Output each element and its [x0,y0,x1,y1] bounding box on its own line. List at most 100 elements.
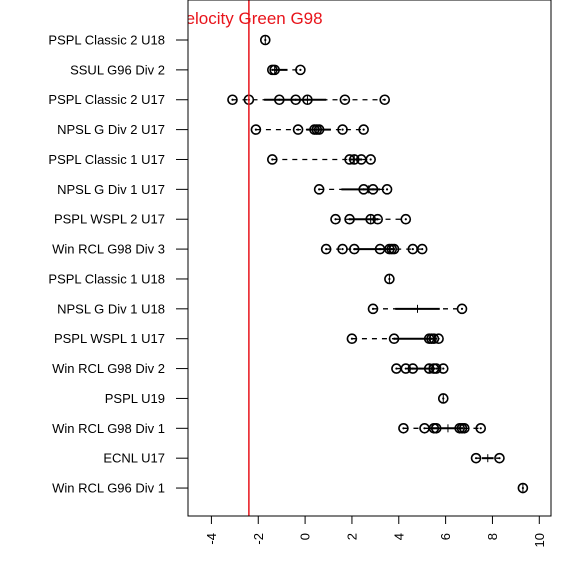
data-point-circle [320,243,332,255]
data-point-center [378,247,382,251]
category-label: NPSL G Div 2 U17 [57,122,165,137]
data-point-circle [259,34,271,46]
data-point-circle [400,363,412,374]
data-point-circle [407,363,419,374]
data-point-circle [365,154,376,165]
data-point-center [318,128,321,131]
data-point-center [350,337,354,340]
data-point-center [299,68,302,71]
data-point-center [432,427,436,430]
data-point-center [432,367,436,370]
data-point [365,154,376,165]
data-point-center [318,188,321,191]
data-point [337,243,348,255]
data-point [344,213,355,225]
data-point-circle [330,213,341,225]
data-point-center [411,367,414,370]
category-label: NPSL G Div 1 U18 [57,301,165,316]
data-point-circle [400,213,412,225]
data-point [372,213,383,225]
data-point-center [353,247,356,251]
data-point-center [306,98,309,101]
data-point-center [353,158,356,161]
data-point-circle [365,213,376,225]
data-point-center [423,427,426,430]
data-point-center [360,158,363,161]
data-point-center [479,427,482,430]
data-point-center [271,68,274,71]
data-point [437,393,449,404]
data-point [274,94,285,106]
category-label: PSPL U19 [105,391,165,406]
data-point [398,423,409,434]
category-label: PSPL WSPL 1 U17 [54,331,165,346]
data-point-center [402,427,405,430]
data-point-center [348,218,351,221]
data-point-center [254,128,258,131]
data-point [320,243,332,255]
data-point-circle [379,94,391,106]
data-point [267,154,278,165]
data-point [400,213,412,225]
iqr-segments [264,68,494,460]
data-point-center [460,427,464,430]
data-point-circle [384,273,395,285]
data-point-center [371,188,375,191]
data-point-center [521,486,524,490]
data-point-center [325,247,328,251]
reference-line-label: Velocity Green G98 [175,9,322,28]
data-point [470,452,482,464]
category-label: Win RCL G98 Div 3 [52,242,165,257]
data-point [346,333,358,345]
data-point-center [264,38,267,42]
data-point [250,124,262,135]
category-label: PSPL Classic 2 U17 [48,92,165,107]
x-tick-label: 6 [438,533,453,540]
data-point-circle [358,124,369,135]
data-point-center [315,128,318,131]
data-point-center [271,158,274,161]
data-point [475,423,487,434]
data-point [388,243,400,255]
data-point-circle [346,333,358,345]
data-point-center [383,98,386,101]
x-tick-label: -4 [204,533,219,545]
data-point [456,303,468,315]
data-point-circle [388,243,400,255]
data-point-circle [437,393,449,404]
median-ticks [264,36,524,493]
data-point [348,243,360,255]
category-label: PSPL WSPL 2 U17 [54,212,165,227]
data-point-center [369,218,372,221]
category-labels: PSPL Classic 2 U18 SSUL G96 Div 2 PSPL Cla… [48,33,165,496]
data-point [384,273,395,285]
data-point [381,184,393,195]
data-point-center [435,367,438,370]
x-tick-label: 8 [485,533,500,540]
data-point-center [392,337,396,340]
data-point [358,124,369,135]
data-point [290,94,302,106]
data-point-circle [337,124,348,135]
data-point [517,482,529,494]
data-point [348,154,360,165]
data-point-center [296,128,300,131]
data-point [269,64,280,76]
plot-area: Velocity Green G98 [175,0,529,516]
data-point [227,94,238,106]
x-tick-label: 4 [391,533,406,540]
data-point-center [392,247,396,251]
data-point-circle [437,363,449,374]
data-point [430,363,442,374]
category-label: NPSL G Div 1 U17 [57,182,165,197]
data-point [339,94,351,106]
data-point-circle [348,154,360,165]
data-point-center [463,427,466,430]
data-point-center [474,457,478,460]
data-point-center [369,158,372,161]
data-point-center [278,98,281,101]
data-point-circle [517,482,529,494]
data-point [416,243,428,255]
data-point-center [294,98,297,101]
